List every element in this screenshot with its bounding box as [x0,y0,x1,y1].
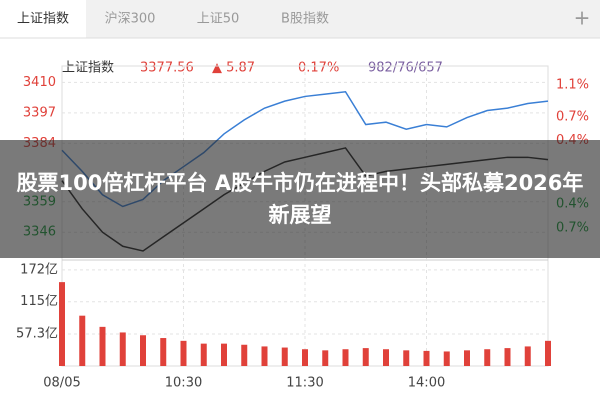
banner: 股票100倍杠杆平台 A股牛市仍在进程中！头部私募2026年新展望 [0,140,600,258]
change: ▲ 5.87 [212,61,255,76]
breadth: 982/76/657 [368,61,443,76]
volume-bar [504,348,511,366]
tab[interactable]: B股指数 [281,12,329,27]
volume-bar [403,350,410,366]
volume-bar [464,350,470,366]
x-tick-label: 10:30 [165,376,202,391]
volume-bar [281,347,288,366]
price: 3377.56 [140,61,194,76]
index-name: 上证指数 [62,61,114,76]
y2-tick-label: 0.7% [556,109,589,124]
volume-tick-label: 57.3亿 [16,326,58,341]
tab[interactable]: 沪深300 [105,11,156,27]
volume-bar [99,326,106,366]
volume-bar [484,349,491,366]
volume-bar [261,346,268,366]
x-tick-label: 14:00 [408,376,445,391]
volume-bar [423,350,430,366]
volume-bar [302,349,308,366]
volume-bar [221,343,227,366]
volume-bar [160,338,167,366]
tab[interactable]: 上证50 [197,12,240,27]
tab[interactable]: + [574,6,591,30]
x-tick-label: 11:30 [286,376,323,391]
volume-bar [322,350,329,366]
tab-bar [0,0,600,38]
percent: 0.17% [298,61,339,76]
volume-bar [59,282,65,366]
volume-bar [119,332,126,366]
volume-bar [545,340,551,366]
volume-bar [180,340,187,366]
volume-bar [79,315,86,366]
active-tab [0,0,86,38]
volume-bar [524,346,531,366]
volume-bar [241,344,248,366]
volume-bar [342,349,349,366]
y2-tick-label: 1.1% [556,78,589,93]
x-tick-label: 08/05 [43,376,80,391]
volume-tick-label: 115亿 [20,294,58,309]
volume-bar [140,335,146,366]
tab[interactable]: 上证指数 [17,12,69,27]
volume-bar [362,348,369,366]
volume-bar [200,343,207,366]
volume-tick-label: 172亿 [20,262,58,277]
y-tick-label: 3397 [23,105,56,120]
volume-bar [443,351,450,366]
volume-bar [383,349,389,366]
y-tick-label: 3410 [23,75,56,90]
